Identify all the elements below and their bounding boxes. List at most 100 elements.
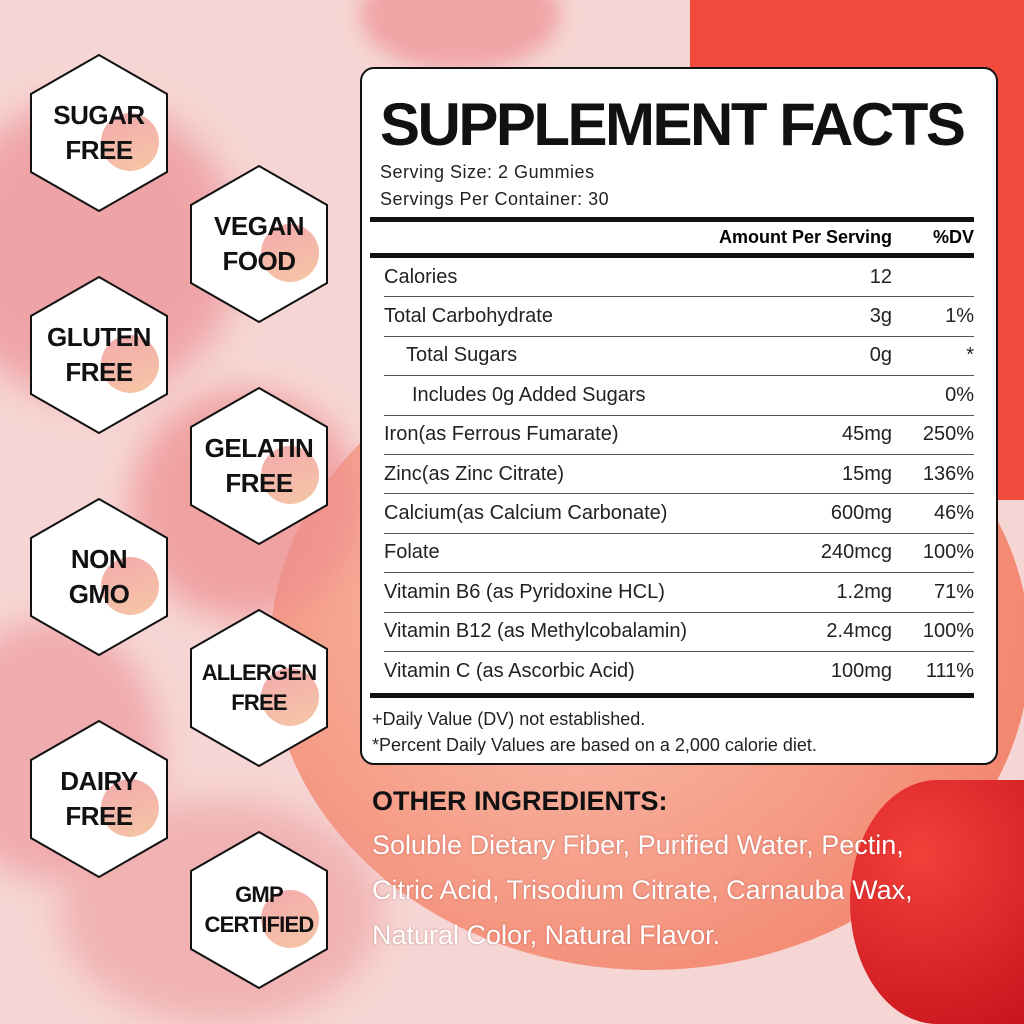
nutrient-amount: 100mg bbox=[830, 660, 892, 683]
table-row: Vitamin B6 (as Pyridoxine HCL) 1.2mg 71% bbox=[384, 573, 974, 613]
badge-line: FREE bbox=[225, 468, 293, 498]
table-header: Amount Per Serving %DV bbox=[370, 222, 974, 253]
ingredients-line: Soluble Dietary Fiber, Purified Water, P… bbox=[372, 830, 904, 860]
nutrient-dv: 1% bbox=[945, 305, 974, 328]
amount-header: Amount Per Serving bbox=[718, 227, 892, 247]
nutrient-dv: 0% bbox=[945, 383, 974, 406]
nutrient-name: Zinc(as Zinc Citrate) bbox=[384, 462, 565, 485]
table-row: Iron(as Ferrous Fumarate) 45mg 250% bbox=[384, 416, 974, 455]
dv-header: %DV bbox=[932, 227, 974, 247]
badge-line: CERTIFIED bbox=[204, 912, 315, 937]
ingredients-line: Citric Acid, Trisodium Citrate, Carnauba… bbox=[372, 875, 913, 905]
badge-line: GMP bbox=[235, 882, 284, 907]
nutrient-amount: 45mg bbox=[841, 423, 892, 446]
badge-line: SUGAR bbox=[53, 100, 145, 130]
serving-size: Serving Size: 2 Gummies bbox=[380, 162, 595, 182]
nutrient-amount: 600mg bbox=[830, 502, 892, 525]
nutrient-name: Total Carbohydrate bbox=[384, 305, 553, 328]
facts-title: SUPPLEMENT FACTS bbox=[380, 91, 966, 158]
badge-hexagon: NON GMO bbox=[30, 498, 168, 656]
supplement-facts-panel: SUPPLEMENT FACTS Serving Size: 2 Gummies… bbox=[360, 67, 998, 765]
badge-label: DAIRY FREE bbox=[60, 764, 138, 834]
nutrient-name: Calcium(as Calcium Carbonate) bbox=[384, 502, 668, 525]
badge-hexagon: SUGAR FREE bbox=[30, 54, 168, 212]
divider bbox=[370, 693, 974, 699]
badge-label: GLUTEN FREE bbox=[47, 320, 151, 390]
table-row: Vitamin C (as Ascorbic Acid) 100mg 111% bbox=[384, 652, 974, 691]
nutrient-name: Iron(as Ferrous Fumarate) bbox=[384, 423, 619, 446]
nutrient-name: Folate bbox=[384, 541, 440, 564]
table-row: Calories 12 bbox=[384, 258, 974, 298]
nutrient-name: Vitamin B6 (as Pyridoxine HCL) bbox=[384, 580, 665, 603]
badge-label: NON GMO bbox=[69, 542, 130, 612]
nutrient-name: Includes 0g Added Sugars bbox=[412, 383, 646, 406]
other-ingredients-heading: OTHER INGREDIENTS: bbox=[372, 786, 668, 816]
nutrient-amount: 12 bbox=[869, 265, 892, 288]
badge-line: NON bbox=[70, 544, 128, 574]
badge-dot bbox=[261, 668, 319, 726]
nutrient-dv: 111% bbox=[925, 660, 974, 683]
badge-hexagon: VEGAN FOOD bbox=[190, 165, 328, 323]
table-row: Vitamin B12 (as Methylcobalamin) 2.4mcg 10… bbox=[384, 613, 974, 652]
badge-dot bbox=[101, 779, 159, 837]
footnote-percent: *Percent Daily Values are based on a 2,0… bbox=[372, 735, 817, 756]
badge-dot bbox=[101, 113, 159, 171]
nutrient-name: Total Sugars bbox=[406, 344, 518, 367]
badge-label: GMP CERTIFIED bbox=[204, 880, 315, 940]
badge-line: GLUTEN bbox=[47, 322, 151, 352]
servings-per-container: Servings Per Container: 30 bbox=[380, 189, 610, 209]
badge-label: VEGAN FOOD bbox=[214, 209, 304, 279]
nutrient-dv: 71% bbox=[933, 580, 974, 603]
badge-dot bbox=[261, 446, 319, 504]
badge-hexagon: DAIRY FREE bbox=[30, 720, 168, 878]
nutrient-amount: 15mg bbox=[841, 462, 892, 485]
facts-table: Calories 12 Total Carbohydrate 3g 1% Total Su… bbox=[370, 258, 974, 691]
footnote: +Daily Value (DV) not established. *Perce… bbox=[372, 706, 974, 758]
nutrient-amount: 2.4mcg bbox=[826, 620, 892, 643]
badge-line: DAIRY bbox=[60, 766, 138, 796]
nutrient-amount: 0g bbox=[869, 344, 892, 367]
table-row: Folate 240mcg 100% bbox=[384, 534, 974, 574]
nutrient-name: Vitamin B12 (as Methylcobalamin) bbox=[384, 620, 688, 643]
table-row: Total Sugars 0g * bbox=[384, 337, 974, 377]
badge-line: FOOD bbox=[222, 246, 296, 276]
table-row: Zinc(as Zinc Citrate) 15mg 136% bbox=[384, 455, 974, 495]
nutrient-dv: 46% bbox=[933, 502, 974, 525]
badge-hexagon: ALLERGEN FREE bbox=[190, 609, 328, 767]
badge-line: VEGAN bbox=[214, 211, 304, 241]
badge-label: ALLERGEN FREE bbox=[202, 658, 317, 718]
badge-line: ALLERGEN bbox=[201, 660, 317, 685]
nutrient-name: Vitamin C (as Ascorbic Acid) bbox=[384, 660, 635, 683]
ingredients-line: Natural Color, Natural Flavor. bbox=[372, 920, 721, 950]
badge-dot bbox=[101, 557, 159, 615]
badge-line: GMO bbox=[68, 579, 130, 609]
nutrient-dv: 250% bbox=[922, 423, 974, 446]
badge-label: GELATIN FREE bbox=[205, 431, 314, 501]
badge-hexagon: GELATIN FREE bbox=[190, 387, 328, 545]
badge-line: FREE bbox=[65, 801, 133, 831]
badge-line: GELATIN bbox=[204, 433, 314, 463]
nutrient-amount: 1.2mg bbox=[836, 580, 892, 603]
badge-label: SUGAR FREE bbox=[53, 98, 145, 168]
badge-line: FREE bbox=[231, 690, 287, 715]
nutrient-name: Calories bbox=[384, 265, 458, 288]
nutrient-dv: 100% bbox=[922, 620, 974, 643]
divider bbox=[370, 253, 974, 258]
badge-line: FREE bbox=[65, 357, 133, 387]
divider bbox=[370, 217, 974, 222]
other-ingredients: OTHER INGREDIENTS: Soluble Dietary Fiber… bbox=[372, 786, 913, 958]
badge-hexagon: GLUTEN FREE bbox=[30, 276, 168, 434]
badge-line: FREE bbox=[65, 135, 133, 165]
badge-hexagon: GMP CERTIFIED bbox=[190, 831, 328, 989]
nutrient-dv: 100% bbox=[922, 541, 974, 564]
nutrient-dv: 136% bbox=[922, 462, 974, 485]
table-row: Total Carbohydrate 3g 1% bbox=[384, 297, 974, 337]
badge-dot bbox=[261, 224, 319, 282]
table-row: Calcium(as Calcium Carbonate) 600mg 46% bbox=[384, 494, 974, 534]
badge-dot bbox=[261, 890, 319, 948]
other-ingredients-text: Soluble Dietary Fiber, Purified Water, P… bbox=[372, 823, 913, 958]
nutrient-amount: 3g bbox=[869, 305, 892, 328]
table-row: Includes 0g Added Sugars 0% bbox=[384, 376, 974, 416]
badge-dot bbox=[101, 335, 159, 393]
footnote-dv: +Daily Value (DV) not established. bbox=[372, 709, 646, 730]
